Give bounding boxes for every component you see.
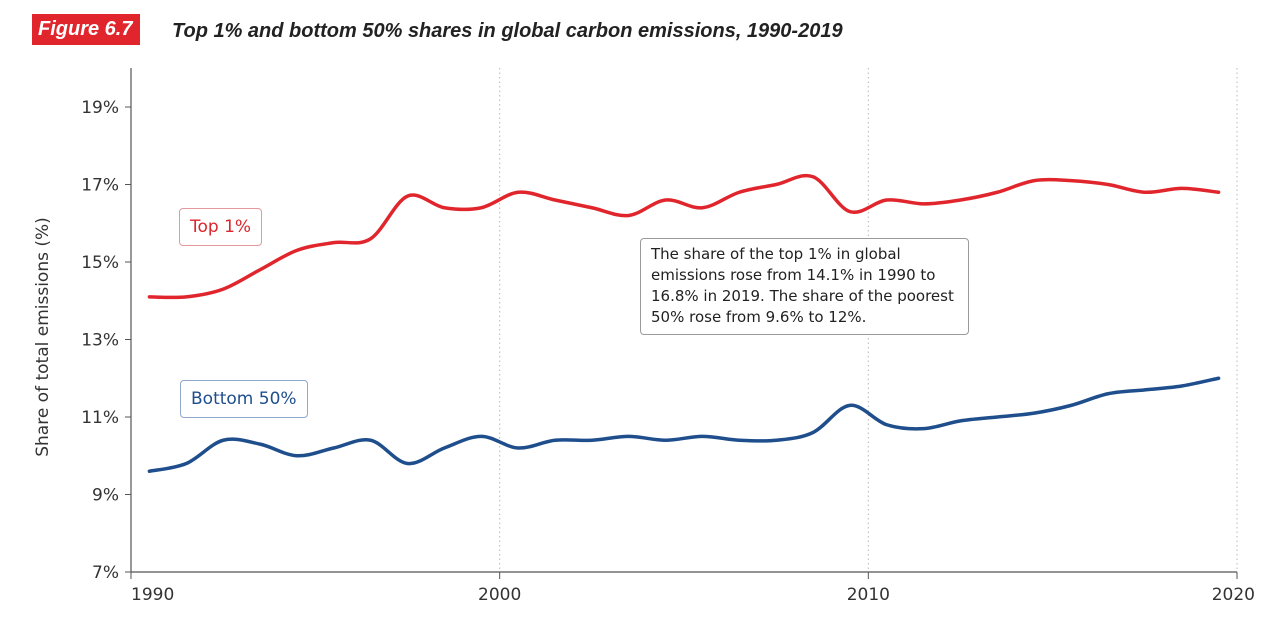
y-tick-label: 9%	[92, 486, 119, 506]
series-lines	[147, 173, 1221, 473]
annotation-box: The share of the top 1% in global emissi…	[640, 238, 969, 335]
figure-badge: Figure 6.7	[32, 14, 141, 45]
axes	[125, 68, 1238, 579]
legend-top-1-percent: Top 1%	[179, 208, 263, 246]
chart-title: Top 1% and bottom 50% shares in global c…	[172, 20, 843, 42]
series-line-top-1-percent	[147, 173, 1221, 300]
tick-labels: 7% 9% 11% 13% 15% 17% 19% 1990 2000 2010 2020	[81, 98, 1255, 605]
x-tick-label: 2010	[847, 585, 890, 605]
x-tick-label: 2000	[478, 585, 521, 605]
x-tick-label: 1990	[131, 585, 174, 605]
y-axis-title: Share of total emissions (%)	[33, 217, 53, 457]
x-tick-label: 2020	[1212, 585, 1255, 605]
series-line-bottom-50-percent	[147, 376, 1221, 473]
y-tick-label: 19%	[81, 98, 119, 118]
y-tick-label: 15%	[81, 253, 119, 273]
legend-bottom-50-percent: Bottom 50%	[180, 380, 308, 418]
y-tick-label: 13%	[81, 331, 119, 351]
y-tick-label: 7%	[92, 563, 119, 583]
y-tick-label: 17%	[81, 176, 119, 196]
y-tick-label: 11%	[81, 408, 119, 428]
